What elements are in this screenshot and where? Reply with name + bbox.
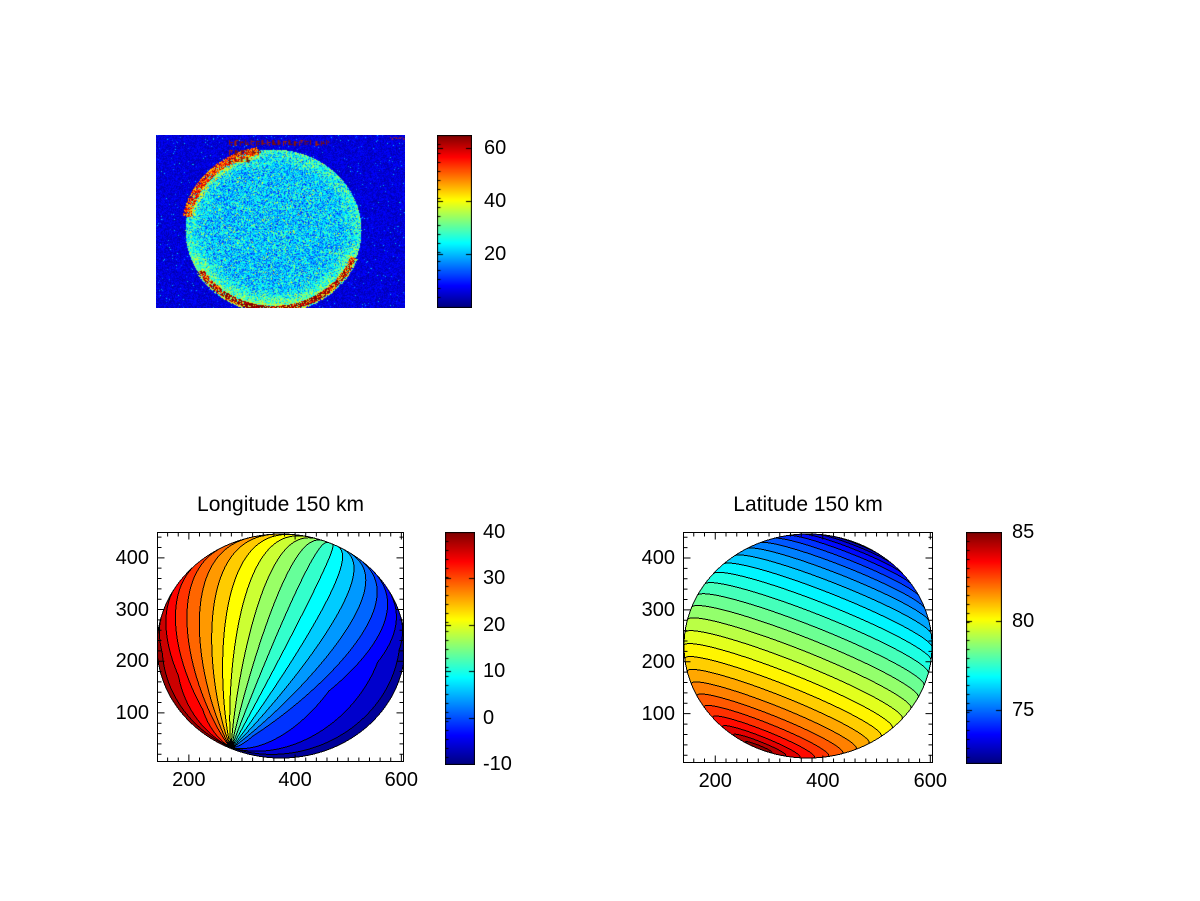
longitude-colorbar bbox=[445, 532, 475, 765]
raw-image-canvas bbox=[156, 135, 405, 308]
colorbar-tick-label: 75 bbox=[1012, 698, 1035, 721]
colorbar-tick-label: 40 bbox=[484, 190, 507, 213]
colorbar-tick-label: 20 bbox=[483, 613, 506, 636]
colorbar-tick-label: 30 bbox=[483, 567, 506, 590]
x-tick-label: 200 bbox=[172, 769, 206, 791]
x-tick-label: 400 bbox=[806, 770, 840, 792]
y-tick-label: 400 bbox=[641, 546, 675, 569]
colorbar-tick-label: 20 bbox=[484, 243, 507, 266]
colorbar-tick-label: 85 bbox=[1012, 521, 1035, 543]
raw-image-colorbar bbox=[437, 135, 472, 308]
colorbar-tick-label: 10 bbox=[483, 660, 506, 683]
y-tick-label: 400 bbox=[115, 546, 149, 569]
y-tick-label: 300 bbox=[641, 598, 675, 621]
x-tick-label: 600 bbox=[913, 770, 947, 792]
x-tick-label: 400 bbox=[278, 769, 312, 791]
y-tick-label: 200 bbox=[641, 650, 675, 673]
colorbar-tick-label: -10 bbox=[483, 753, 512, 775]
colorbar-tick-label: 40 bbox=[483, 521, 506, 543]
latitude-plot-title: Latitude 150 km bbox=[733, 493, 883, 516]
x-tick-label: 600 bbox=[384, 769, 419, 791]
longitude-contour-canvas bbox=[157, 532, 404, 762]
colorbar-tick-label: 60 bbox=[484, 137, 507, 160]
y-tick-label: 200 bbox=[115, 650, 149, 673]
y-tick-label: 100 bbox=[641, 702, 675, 725]
colorbar-tick-label: 80 bbox=[1012, 609, 1035, 632]
x-tick-label: 200 bbox=[698, 770, 732, 792]
latitude-colorbar bbox=[966, 532, 1002, 764]
latitude-contour-canvas bbox=[683, 532, 933, 763]
longitude-plot-title: Longitude 150 km bbox=[197, 493, 364, 516]
y-tick-label: 100 bbox=[115, 701, 149, 724]
colorbar-tick-label: 0 bbox=[483, 706, 495, 729]
y-tick-label: 300 bbox=[115, 598, 149, 621]
